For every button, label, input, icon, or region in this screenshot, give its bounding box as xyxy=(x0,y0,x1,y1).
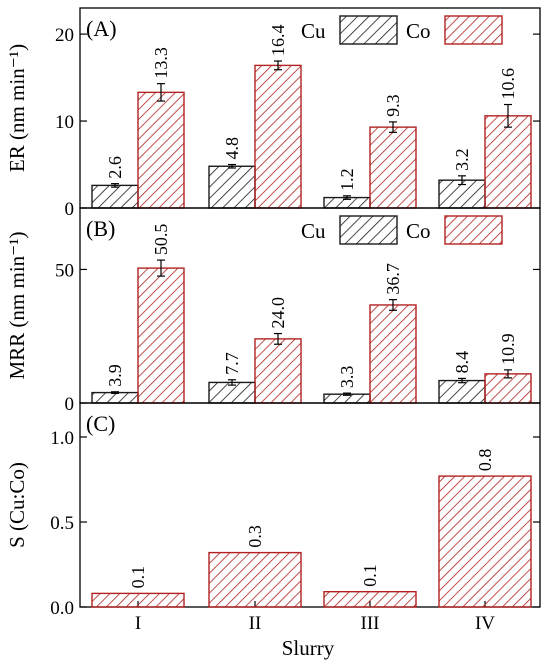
legend-label-cu: Cu xyxy=(301,19,326,43)
y-axis-label: MRR (nm min⁻¹) xyxy=(5,231,29,379)
x-tick-label: IV xyxy=(475,613,495,634)
bar-co xyxy=(484,373,532,404)
y-tick-label: 10 xyxy=(55,112,74,133)
data-label: 1.2 xyxy=(337,168,357,191)
data-label: 10.9 xyxy=(498,333,518,365)
data-label: 0.1 xyxy=(360,564,380,587)
panel-a: 0 10 20 ER (nm min⁻¹) (A) 2.6 4.8 1.2 3.2 13.3 16.… xyxy=(5,7,541,220)
bar-s xyxy=(91,592,185,608)
legend-swatch-co xyxy=(444,15,503,45)
data-label: 10.6 xyxy=(498,68,518,100)
panel-c: 0.0 0.5 1.0 S (Cu:Co) (C) 0.1 0.3 0.1 0.8 xyxy=(5,402,541,619)
x-tick-label: III xyxy=(361,613,380,634)
data-label: 13.3 xyxy=(151,47,171,79)
data-label: 24.0 xyxy=(268,297,288,329)
y-tick-label: 20 xyxy=(55,25,74,46)
panel-label: (B) xyxy=(86,216,115,241)
bar-cu xyxy=(91,184,139,209)
data-label: 36.7 xyxy=(383,263,403,295)
x-axis-label: Slurry xyxy=(282,636,335,660)
data-label: 4.8 xyxy=(222,137,242,160)
bar-co xyxy=(254,338,302,404)
y-tick-label: 1.0 xyxy=(50,428,74,449)
x-tick-label: I xyxy=(135,613,141,634)
legend-label-cu: Cu xyxy=(301,219,326,243)
panel-b: 0 50 MRR (nm min⁻¹) (B) 3.9 7.7 3.3 8.4 50.5 24.0… xyxy=(5,207,541,415)
bar-cu xyxy=(438,379,486,404)
bar-co xyxy=(484,115,532,209)
y-tick-label: 0 xyxy=(65,199,75,220)
bar-co xyxy=(369,126,417,209)
legend-label-co: Co xyxy=(406,19,431,43)
bar-co xyxy=(369,304,417,404)
panel-label: (C) xyxy=(86,411,115,436)
y-tick-label: 0.0 xyxy=(50,598,74,619)
data-label: 16.4 xyxy=(268,25,288,57)
legend-label-co: Co xyxy=(406,219,431,243)
legend-swatch-cu xyxy=(339,15,398,45)
x-tick-label: II xyxy=(249,613,262,634)
bar-s xyxy=(438,475,532,608)
data-label: 9.3 xyxy=(383,94,403,117)
y-axis-label: S (Cu:Co) xyxy=(5,462,29,548)
panel-label: (A) xyxy=(86,16,117,41)
plot-frame xyxy=(79,402,541,608)
bar-co xyxy=(137,267,185,404)
y-tick-label: 50 xyxy=(55,260,74,281)
bar-co xyxy=(254,64,302,209)
bar-cu xyxy=(91,391,139,404)
y-tick-label: 0 xyxy=(65,394,75,415)
legend-swatch-co xyxy=(444,215,503,245)
bar-co xyxy=(137,91,185,209)
bar-s xyxy=(208,551,302,608)
bar-s xyxy=(323,591,417,608)
data-label: 3.9 xyxy=(105,364,125,387)
data-label: 50.5 xyxy=(151,224,171,256)
data-label: 8.4 xyxy=(452,351,472,374)
data-label: 3.3 xyxy=(337,366,357,389)
bar-cu xyxy=(208,165,256,209)
data-label: 0.3 xyxy=(245,525,265,548)
legend-swatch-cu xyxy=(339,215,398,245)
y-tick-label: 0.5 xyxy=(50,513,74,534)
legend: Cu Co xyxy=(301,15,503,45)
data-label: 2.6 xyxy=(105,156,125,179)
y-axis-label: ER (nm min⁻¹) xyxy=(5,44,29,172)
data-label: 7.7 xyxy=(222,352,242,375)
data-label: 0.8 xyxy=(475,449,495,472)
data-label: 0.1 xyxy=(128,566,148,589)
data-label: 3.2 xyxy=(452,148,472,171)
legend: Cu Co xyxy=(301,215,503,245)
